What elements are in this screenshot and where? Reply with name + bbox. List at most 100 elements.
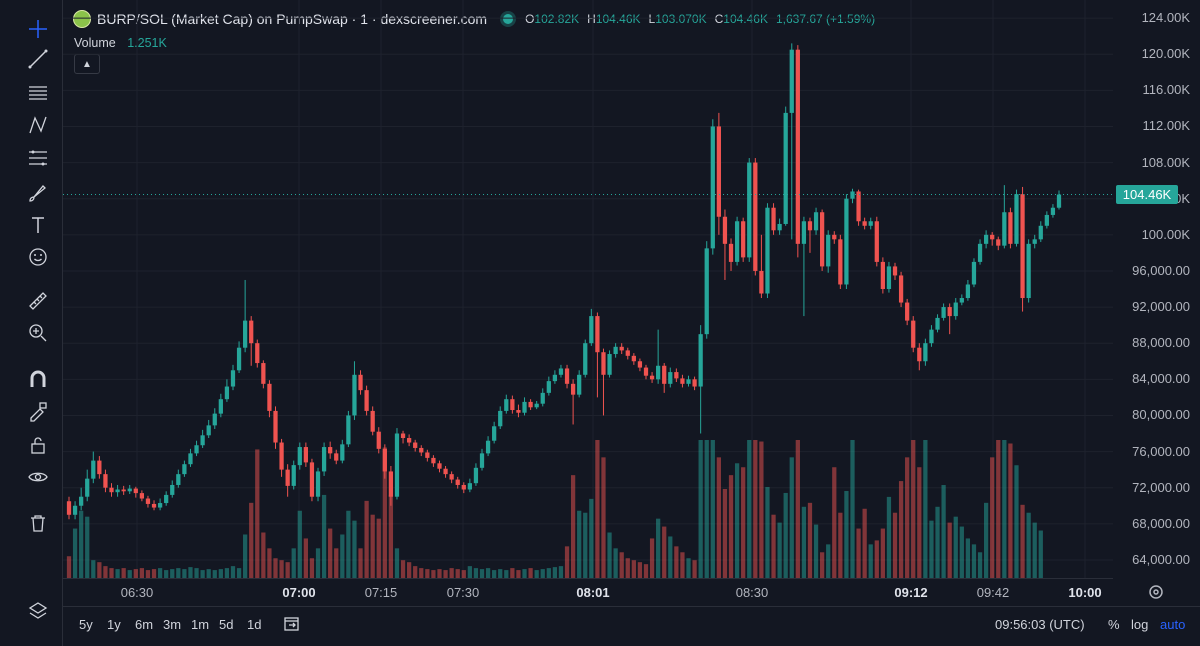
crosshair-tool-button[interactable] xyxy=(23,14,53,44)
candle-body xyxy=(777,223,782,231)
time-tick-label: 08:30 xyxy=(735,585,769,600)
unlock-tool-button[interactable] xyxy=(23,430,53,460)
pattern-tool-button[interactable] xyxy=(23,110,53,140)
price-tick-label: 112.00K xyxy=(1142,118,1190,134)
layers-tool-button[interactable] xyxy=(23,596,53,626)
volume-bar xyxy=(97,562,102,578)
volume-bar xyxy=(959,526,964,578)
volume-bar xyxy=(868,544,873,578)
ruler-tool-button[interactable] xyxy=(23,286,53,316)
range-3m-button[interactable]: 3m xyxy=(163,617,182,632)
ohlc-value: 102.82K xyxy=(534,12,580,26)
text-tool-button[interactable] xyxy=(23,210,53,240)
volume-bar xyxy=(692,560,697,578)
horizontal-lines-tool-button[interactable] xyxy=(23,78,53,108)
volume-bar xyxy=(546,568,551,578)
magnet-icon xyxy=(30,370,46,387)
candle-body xyxy=(188,453,193,465)
utc-clock[interactable]: 09:56:03 (UTC) xyxy=(995,617,1085,632)
volume-bar xyxy=(115,569,120,578)
volume-bar xyxy=(85,516,90,578)
volume-bar xyxy=(898,481,904,578)
candle-body xyxy=(1050,207,1056,215)
emoji-tool-button[interactable] xyxy=(23,242,53,272)
zoom-in-tool-button[interactable] xyxy=(23,318,53,348)
volume-bar xyxy=(170,569,175,578)
range-6m-button[interactable]: 6m xyxy=(135,617,154,632)
volume-bar xyxy=(668,536,673,578)
price-tick-label: 100.00K xyxy=(1141,226,1190,242)
candle-body xyxy=(959,298,964,303)
candle-body xyxy=(1008,212,1013,244)
candle-body xyxy=(352,374,357,416)
volume-bar xyxy=(734,463,740,578)
date-range-icon[interactable] xyxy=(283,615,301,633)
volume-bar xyxy=(983,502,989,578)
settings-gear-icon[interactable] xyxy=(1146,582,1166,602)
brush-tool-button[interactable] xyxy=(23,178,53,208)
volume-bar xyxy=(619,552,624,578)
volume-bar xyxy=(370,514,375,578)
range-5d-button[interactable]: 5d xyxy=(219,617,234,632)
magnet-tool-button[interactable] xyxy=(23,364,53,394)
candle-body xyxy=(668,372,673,384)
trash-tool-button[interactable] xyxy=(23,508,53,538)
candle-body xyxy=(516,410,521,413)
price-tick-label: 80,000.00 xyxy=(1132,407,1190,423)
range-5y-button[interactable]: 5y xyxy=(79,617,93,632)
candle-body xyxy=(826,234,831,267)
volume-bar xyxy=(625,558,630,578)
volume-bar xyxy=(662,526,667,578)
candle-body xyxy=(504,399,509,411)
candle-body xyxy=(734,221,740,262)
candle-body xyxy=(164,494,169,504)
candle-body xyxy=(637,361,643,368)
volume-bar xyxy=(182,569,187,578)
range-1y-button[interactable]: 1y xyxy=(107,617,121,632)
candle-body xyxy=(892,266,898,276)
price-axis[interactable]: 124.00K120.00K116.00K112.00K108.00K104.0… xyxy=(1113,0,1200,578)
volume-bar xyxy=(996,440,1001,578)
candle-body xyxy=(406,438,412,443)
candle-body xyxy=(862,221,867,226)
volume-bar xyxy=(103,566,108,578)
price-tick-label: 76,000.00 xyxy=(1132,443,1190,459)
volume-bar xyxy=(455,569,460,578)
candle-body xyxy=(977,243,983,262)
volume-bar xyxy=(564,546,570,578)
volume-bar xyxy=(807,502,813,578)
bottom-toolbar: 09:56:03 (UTC) % log auto 5y 1y 6m 3m 1m 5d 1d xyxy=(63,606,1200,641)
volume-bar xyxy=(1038,530,1043,578)
candle-body xyxy=(431,457,436,464)
percent-toggle[interactable]: % xyxy=(1108,617,1120,632)
log-toggle[interactable]: log xyxy=(1131,617,1149,632)
candle-body xyxy=(364,390,369,411)
candle-body xyxy=(649,375,655,380)
candle-body xyxy=(328,447,333,454)
chart-legend: BURP/SOL (Market Cap) on PumpSwap · 1 · … xyxy=(73,10,875,28)
candlestick-chart[interactable] xyxy=(63,0,1113,578)
time-axis[interactable]: 06:30 07:00 07:15 07:30 08:01 08:30 09:12 09:42… xyxy=(63,578,1113,607)
volume-bar xyxy=(880,528,885,578)
time-tick-label: 09:42 xyxy=(976,585,1010,600)
candle-body xyxy=(1032,239,1037,244)
candle-body xyxy=(236,347,242,371)
fib-tool-button[interactable] xyxy=(23,143,53,173)
drawing-toolbar xyxy=(0,0,63,646)
candle-body xyxy=(291,465,296,486)
candle-body xyxy=(382,448,387,472)
candle-body xyxy=(425,452,430,458)
range-1m-button[interactable]: 1m xyxy=(191,617,210,632)
trend-line-tool-button[interactable] xyxy=(23,44,53,74)
auto-toggle[interactable]: auto xyxy=(1160,617,1186,632)
volume-bar xyxy=(261,532,266,578)
volume-bar xyxy=(892,512,898,578)
candle-body xyxy=(443,468,448,475)
lock-drawing-tool-button[interactable] xyxy=(23,396,53,426)
range-1d-button[interactable]: 1d xyxy=(247,617,262,632)
candle-body xyxy=(759,270,764,294)
candle-body xyxy=(1014,194,1019,244)
volume-bar xyxy=(613,548,618,578)
ohlc-item: H104.46K xyxy=(587,12,640,26)
eye-tool-button[interactable] xyxy=(23,462,53,492)
